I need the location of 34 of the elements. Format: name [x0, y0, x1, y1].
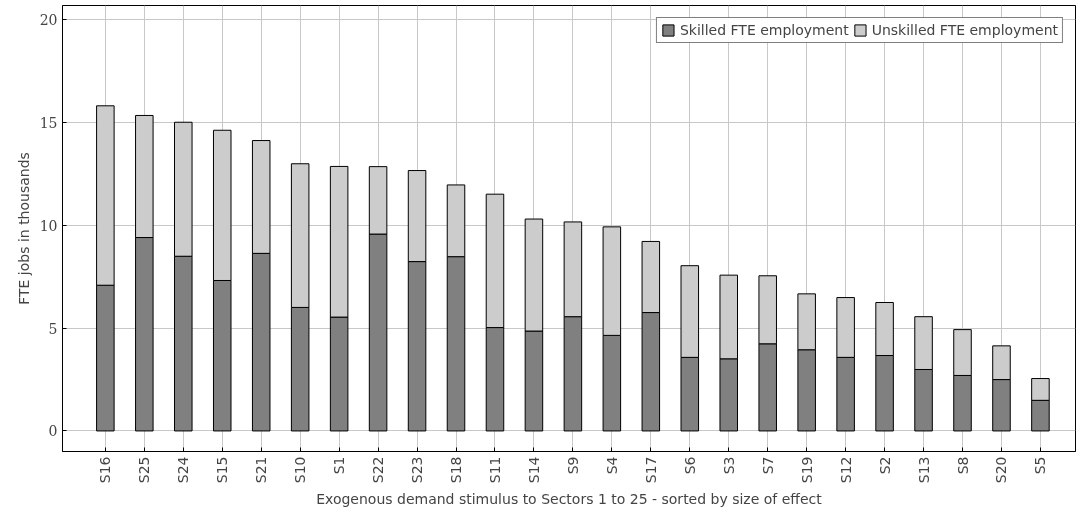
x-tick-label: S24 [175, 456, 192, 484]
x-tick-label: S22 [370, 456, 387, 484]
y-tick-label: 0 [48, 423, 58, 440]
x-tick-label: S18 [448, 456, 465, 484]
x-tick-label: S2 [876, 456, 893, 475]
x-tick-label: S1 [331, 456, 348, 475]
legend-label: Unskilled FTE employment [871, 22, 1058, 38]
x-tick-label: S15 [214, 456, 231, 484]
x-tick-label: S14 [525, 456, 542, 484]
x-tick-label: S20 [993, 456, 1010, 484]
x-tick-label: S17 [642, 456, 659, 484]
y-tick-label: 20 [39, 12, 58, 29]
x-tick-label: S3 [720, 456, 737, 475]
x-tick-label: S9 [564, 456, 581, 475]
x-tick-label: S19 [798, 456, 815, 484]
x-tick-label: S13 [915, 456, 932, 484]
x-axis-title: Exogenous demand stimulus to Sectors 1 to 25 - sorted by size of effect [316, 491, 823, 508]
x-tick-label: S25 [136, 456, 153, 484]
y-tick-label: 5 [48, 320, 58, 337]
x-tick-label: S10 [292, 456, 309, 484]
y-axis-title: FTE jobs in thousands [15, 152, 32, 305]
x-tick-label: S11 [486, 456, 503, 484]
y-tick-label: 15 [39, 115, 58, 132]
x-tick-label: S16 [97, 456, 114, 484]
x-tick-label: S5 [1032, 456, 1049, 475]
x-tick-label: S12 [837, 456, 854, 484]
x-tick-label: S23 [409, 456, 426, 484]
x-tick-label: S7 [759, 456, 776, 475]
x-tick-label: S21 [253, 456, 270, 484]
y-tick-label: 10 [39, 217, 58, 234]
x-tick-label: S8 [954, 456, 971, 475]
x-tick-label: S6 [681, 456, 698, 475]
x-tick-label: S4 [603, 456, 620, 475]
legend-label: Skilled FTE employment [679, 22, 849, 38]
